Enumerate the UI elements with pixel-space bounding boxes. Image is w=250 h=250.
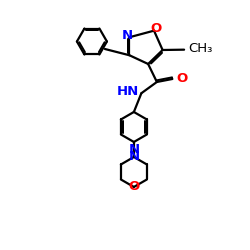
Text: CH₃: CH₃ (188, 42, 213, 56)
Text: O: O (150, 22, 162, 35)
Text: HN: HN (117, 86, 139, 98)
Text: N: N (128, 143, 140, 156)
Text: O: O (128, 180, 140, 194)
Text: N: N (122, 29, 133, 42)
Text: O: O (176, 72, 188, 86)
Text: N: N (128, 150, 140, 164)
